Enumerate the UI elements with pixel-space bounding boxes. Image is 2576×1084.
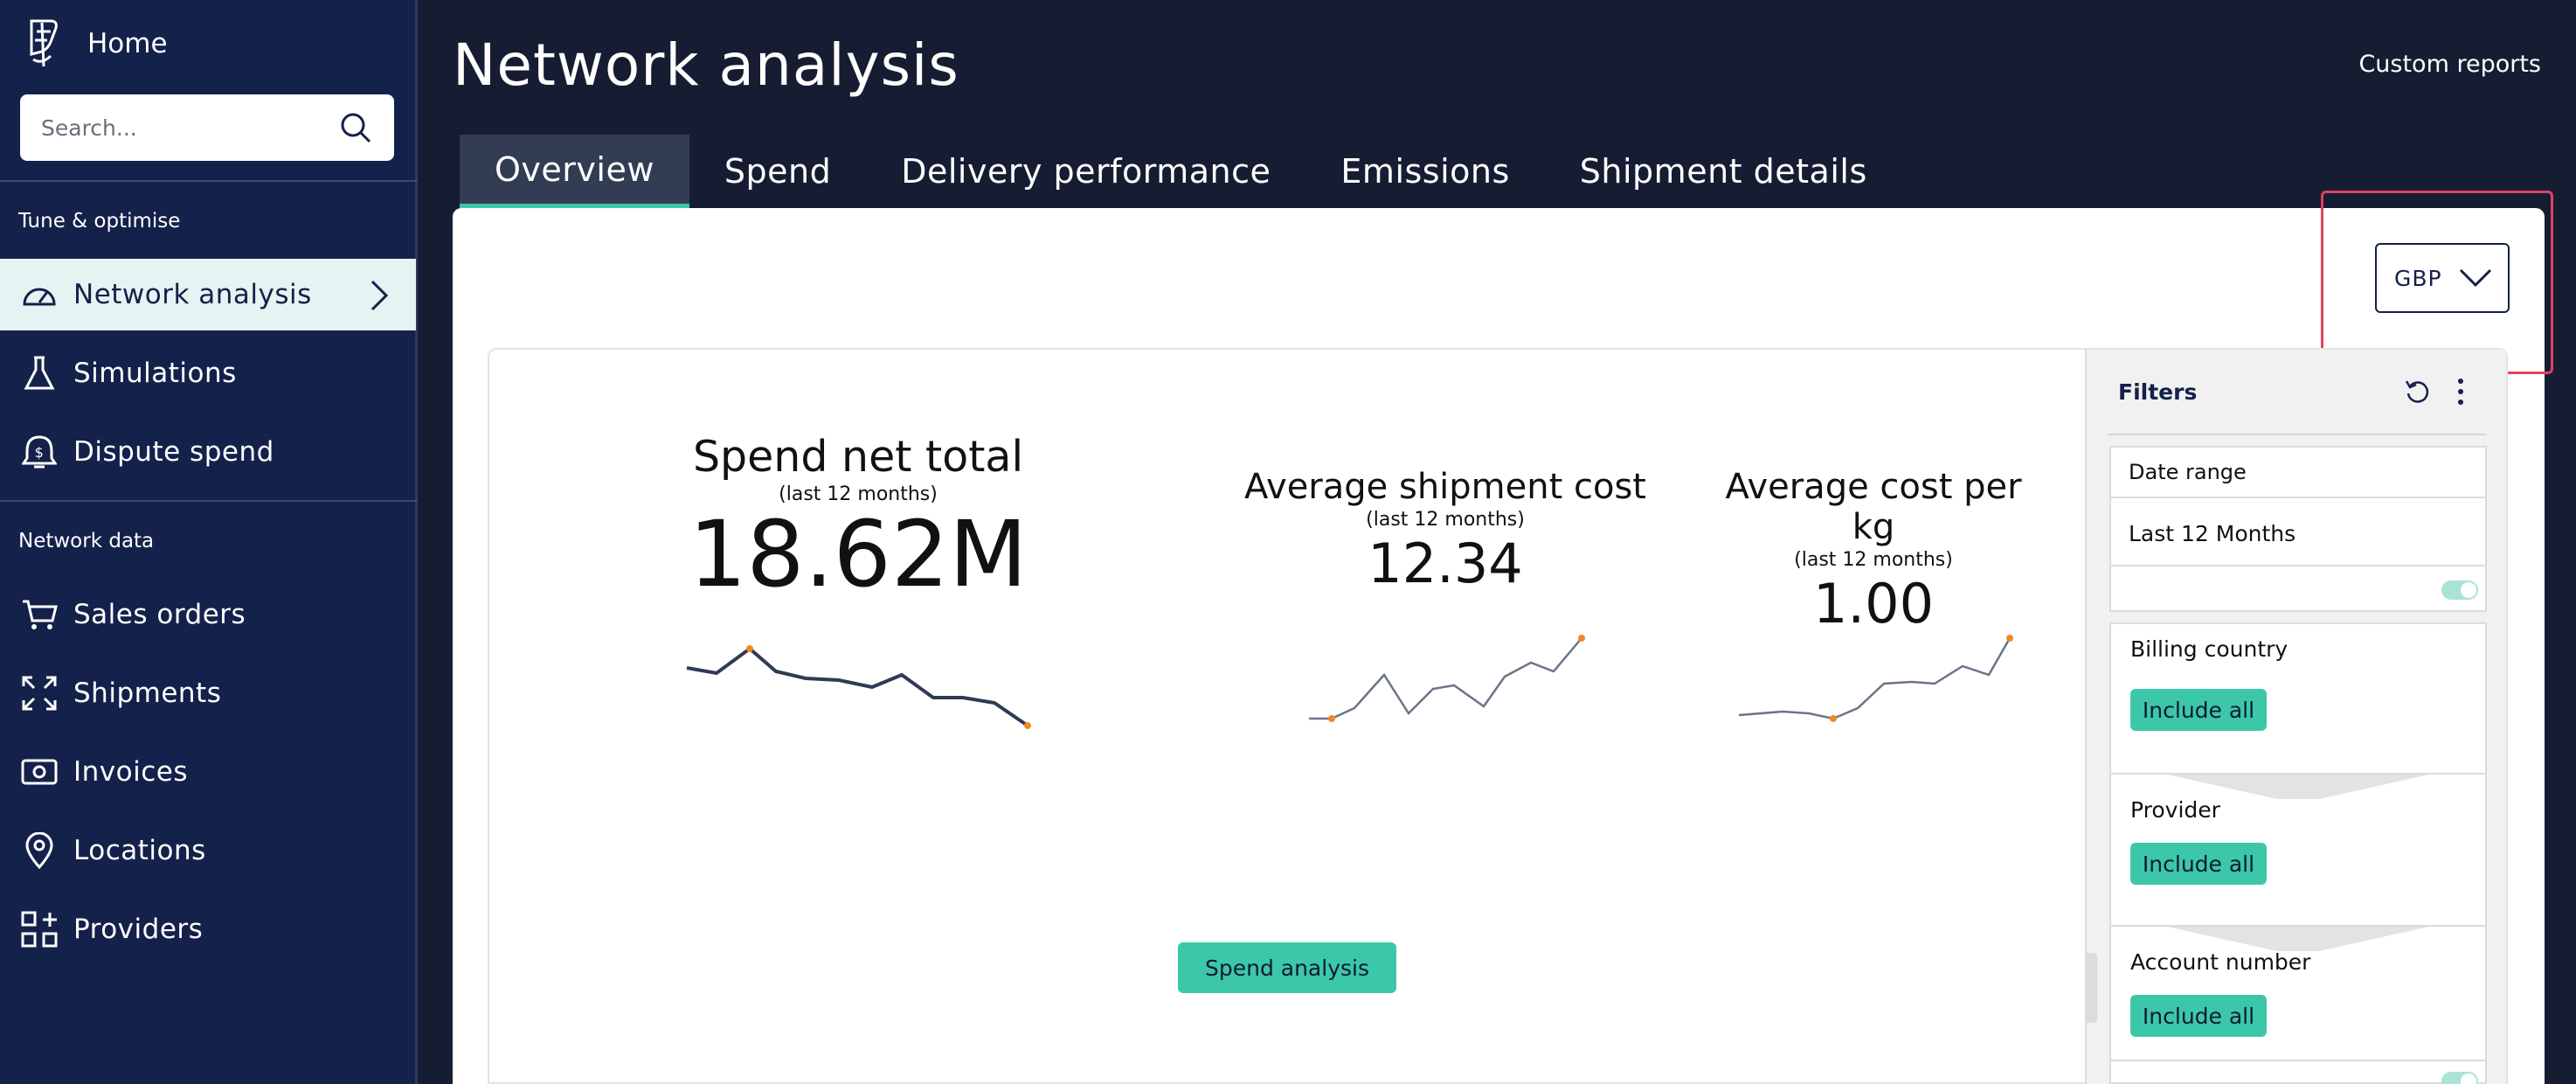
- search-box[interactable]: Search...: [20, 94, 394, 161]
- kpi-value: 1.00: [1812, 572, 1935, 636]
- custom-reports-link[interactable]: Custom reports: [2358, 51, 2541, 78]
- sparkline-max-marker: [746, 645, 753, 652]
- billing-country-filter: Billing country Include all: [2109, 622, 2487, 775]
- tab-bar: Overview Spend Delivery performance Emis…: [460, 135, 1902, 208]
- sidebar-item-providers[interactable]: Providers: [0, 893, 416, 965]
- tab-spend[interactable]: Spend: [724, 152, 832, 191]
- account-number-include-all-button[interactable]: Include all: [2130, 995, 2267, 1037]
- avg-shipment-sparkline: [1309, 635, 1585, 722]
- avg-cost-kg-sparkline: [1738, 635, 2013, 722]
- date-range-toggle[interactable]: [2441, 580, 2478, 600]
- sidebar-item-label: Invoices: [73, 756, 188, 788]
- invoice-icon: [21, 754, 58, 790]
- kpi-subtitle: (last 12 months): [779, 483, 938, 505]
- sidebar-item-locations[interactable]: Locations: [0, 815, 416, 886]
- account-number-divider: [2111, 1060, 2485, 1061]
- sidebar-divider: [0, 180, 418, 182]
- tab-shipment-details[interactable]: Shipment details: [1579, 152, 1867, 191]
- expand-icon: [21, 675, 58, 712]
- billing-country-include-all-button[interactable]: Include all: [2130, 689, 2267, 731]
- more-options-icon[interactable]: [2455, 376, 2466, 407]
- kpi-title: Average shipment cost: [1244, 467, 1646, 507]
- chevron-right-icon: [370, 280, 389, 311]
- account-number-filter: Account number Include all: [2109, 927, 2487, 1084]
- svg-text:$: $: [35, 444, 45, 461]
- date-range-value[interactable]: Last 12 Months: [2129, 521, 2296, 546]
- search-icon[interactable]: [338, 110, 373, 145]
- filters-panel: Filters Date range Last 12 Months Billin…: [2085, 350, 2506, 1084]
- currency-value: GBP: [2394, 265, 2442, 291]
- kpi-spend-net-total: Spend net total (last 12 months) 18.62M: [596, 432, 1120, 603]
- sidebar-item-label: Shipments: [73, 678, 222, 709]
- sidebar: Home Search... Tune & optimise Network a…: [0, 0, 418, 1084]
- sidebar-item-label: Simulations: [73, 358, 237, 389]
- provider-include-all-button[interactable]: Include all: [2130, 843, 2267, 885]
- cart-icon: [21, 596, 58, 633]
- sidebar-item-label: Network analysis: [73, 279, 312, 310]
- currency-select[interactable]: GBP: [2375, 243, 2510, 313]
- sidebar-item-label: Providers: [73, 914, 204, 945]
- tab-emissions[interactable]: Emissions: [1340, 152, 1510, 191]
- sparkline-min-marker: [1328, 715, 1335, 722]
- sidebar-item-label: Locations: [73, 835, 206, 866]
- kpi-title: Spend net total: [692, 432, 1024, 482]
- home-label: Home: [87, 28, 168, 59]
- chevron-down-icon: [2459, 268, 2492, 288]
- billing-country-label: Billing country: [2130, 636, 2289, 662]
- date-range-filter: Date range Last 12 Months: [2109, 446, 2487, 612]
- kpi-average-shipment-cost: Average shipment cost (last 12 months) 1…: [1183, 467, 1707, 597]
- filters-title: Filters: [2118, 379, 2198, 405]
- kpi-value: 18.62M: [689, 501, 1028, 608]
- map-pin-icon: [21, 832, 58, 869]
- filters-collapse-handle[interactable]: [2085, 953, 2097, 1023]
- home-link[interactable]: Home: [24, 16, 168, 72]
- tab-delivery-performance[interactable]: Delivery performance: [901, 152, 1271, 191]
- sparkline-min-marker: [1024, 722, 1031, 729]
- sidebar-item-sales-orders[interactable]: Sales orders: [0, 579, 416, 650]
- sidebar-item-label: Sales orders: [73, 599, 246, 630]
- sparkline-max-marker: [1578, 635, 1585, 642]
- date-range-divider: [2111, 497, 2485, 498]
- kpi-subtitle: (last 12 months): [1366, 509, 1525, 531]
- providers-icon: [21, 911, 58, 948]
- sidebar-item-simulations[interactable]: Simulations: [0, 337, 416, 409]
- spend-analysis-button[interactable]: Spend analysis: [1178, 942, 1396, 993]
- kpi-average-cost-per-kg: Average cost per kg (last 12 months) 1.0…: [1699, 467, 2048, 637]
- spend-sparkline: [686, 645, 1031, 729]
- provider-filter: Provider Include all: [2109, 775, 2487, 927]
- sidebar-item-network-analysis[interactable]: Network analysis: [0, 259, 416, 330]
- section-label-tune: Tune & optimise: [18, 210, 181, 233]
- sidebar-item-label: Dispute spend: [73, 436, 274, 468]
- account-number-toggle[interactable]: [2441, 1072, 2478, 1084]
- logo-icon: [30, 19, 58, 67]
- sidebar-item-shipments[interactable]: Shipments: [0, 657, 416, 729]
- sidebar-divider: [0, 500, 418, 502]
- page-title: Network analysis: [453, 31, 959, 99]
- sidebar-item-invoices[interactable]: Invoices: [0, 736, 416, 808]
- gauge-icon: [21, 276, 58, 313]
- search-input[interactable]: Search...: [41, 115, 137, 141]
- sidebar-item-dispute-spend[interactable]: $ Dispute spend: [0, 416, 416, 488]
- dispute-icon: $: [21, 434, 58, 470]
- date-range-divider: [2111, 565, 2485, 566]
- kpi-subtitle: (last 12 months): [1794, 549, 1953, 571]
- tab-overview[interactable]: Overview: [460, 135, 689, 208]
- section-label-network-data: Network data: [18, 530, 155, 552]
- filters-divider: [2108, 434, 2487, 435]
- kpi-title: Average cost per kg: [1725, 467, 2022, 547]
- sparkline-min-marker: [1830, 715, 1837, 722]
- flask-icon: [21, 355, 58, 392]
- account-number-label: Account number: [2130, 949, 2311, 975]
- sparkline-max-marker: [2006, 635, 2013, 642]
- kpi-value: 12.34: [1368, 532, 1523, 595]
- provider-label: Provider: [2130, 797, 2220, 823]
- date-range-label: Date range: [2129, 460, 2247, 484]
- reset-icon[interactable]: [2403, 378, 2431, 406]
